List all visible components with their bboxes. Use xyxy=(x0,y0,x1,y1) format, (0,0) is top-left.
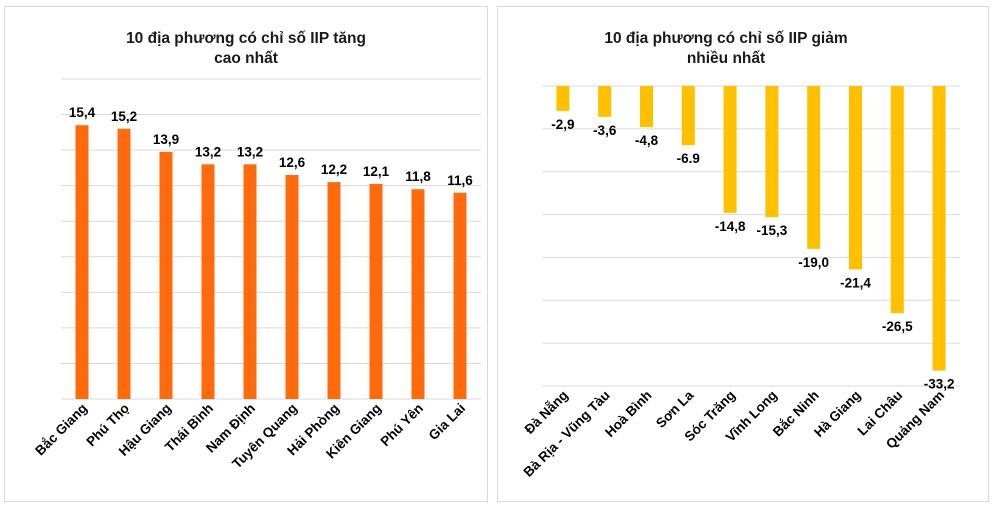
data-label: 15,4 xyxy=(69,105,96,120)
bar xyxy=(327,182,341,399)
data-label: 12,2 xyxy=(321,162,347,177)
chart-title-line-2: cao nhất xyxy=(214,50,278,67)
category-label: Gia Lai xyxy=(426,401,468,443)
data-label: 13,2 xyxy=(195,144,221,159)
data-label: -19,0 xyxy=(798,255,829,270)
bar xyxy=(723,86,737,213)
bar xyxy=(890,86,904,314)
chart-title-line-1: 10 địa phương có chỉ số IIP tăng xyxy=(126,30,366,47)
category-label: Bắc Giang xyxy=(32,401,90,459)
bar xyxy=(807,86,821,249)
bar xyxy=(453,192,467,399)
bar xyxy=(640,86,653,128)
chart-decrease: 10 địa phương có chỉ số IIP giảm nhiều n… xyxy=(521,30,960,480)
data-label: 11,6 xyxy=(447,173,473,188)
data-label: 13,2 xyxy=(237,144,263,159)
bar xyxy=(556,86,570,111)
data-label: -33,2 xyxy=(924,377,955,392)
data-label: -26,5 xyxy=(882,319,913,334)
data-label: 12,6 xyxy=(279,155,306,170)
data-label: -15,3 xyxy=(757,223,788,238)
data-label: -14,8 xyxy=(715,219,746,234)
bar xyxy=(243,164,257,399)
chart-increase: 10 địa phương có chỉ số IIP tăng cao nhấ… xyxy=(32,30,481,471)
data-label: -21,4 xyxy=(840,275,871,290)
bar xyxy=(285,175,299,399)
data-label: 12,1 xyxy=(363,164,390,179)
data-label: 11,8 xyxy=(405,169,431,184)
data-label: -3,6 xyxy=(593,123,617,138)
data-label: -2,9 xyxy=(551,117,574,132)
category-label: Phú Yên xyxy=(377,401,426,450)
chart-panel-increase: 10 địa phương có chỉ số IIP tăng cao nhấ… xyxy=(4,6,488,502)
bar xyxy=(117,128,131,399)
chart-panel-decrease: 10 địa phương có chỉ số IIP giảm nhiều n… xyxy=(497,6,989,502)
bar xyxy=(75,125,89,399)
bar xyxy=(369,183,383,399)
bar xyxy=(159,151,173,399)
bar xyxy=(201,164,215,399)
data-label: -6.9 xyxy=(677,151,700,166)
data-label: 13,9 xyxy=(153,132,179,147)
bar xyxy=(681,86,695,146)
chart-title-line-1: 10 địa phương có chỉ số IIP giảm xyxy=(604,30,847,47)
chart-title-line-2: nhiều nhất xyxy=(687,50,765,67)
bar xyxy=(411,189,425,399)
data-label: -4,8 xyxy=(635,133,659,148)
bar xyxy=(598,86,612,117)
data-label: 15,2 xyxy=(111,109,137,124)
bar xyxy=(849,86,862,270)
bar xyxy=(765,86,779,218)
bar xyxy=(932,86,946,371)
